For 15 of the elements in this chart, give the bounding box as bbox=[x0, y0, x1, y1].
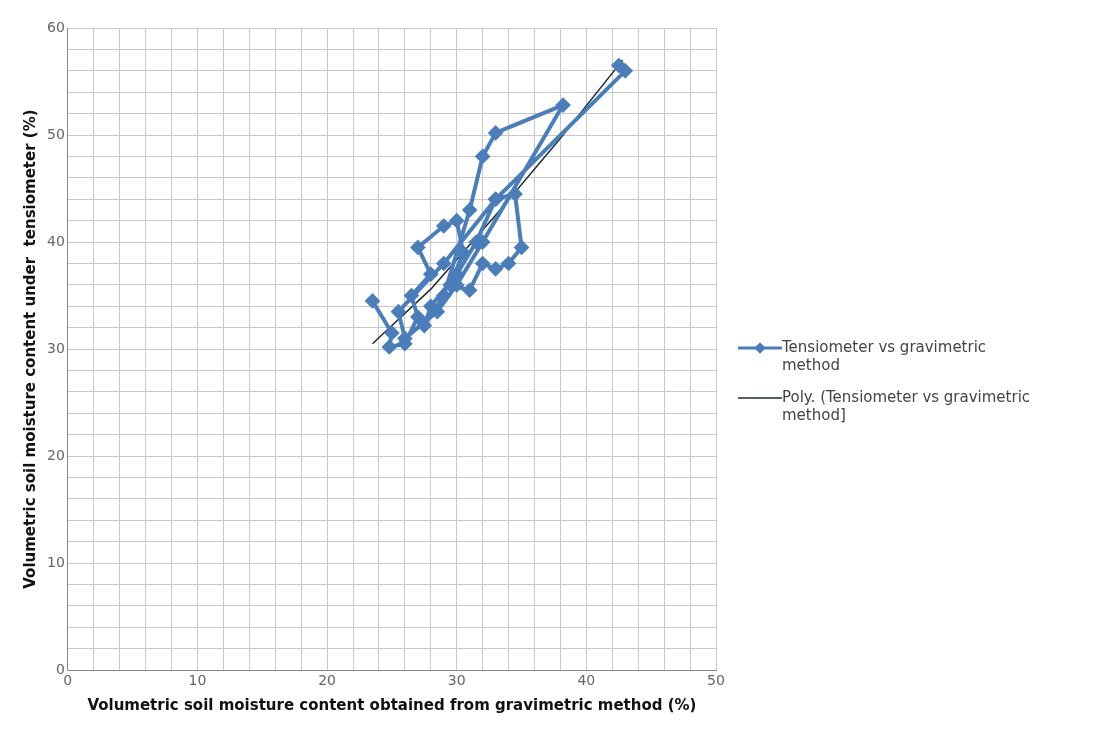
y-tick-label: 60 bbox=[46, 18, 65, 35]
x-tick-label: 50 bbox=[707, 672, 725, 689]
x-tick-label: 30 bbox=[447, 672, 466, 689]
legend-label: Tensiometer vs gravimetric method bbox=[782, 338, 988, 374]
x-axis-title: Volumetric soil moisture content obtained from gravimetric method (%) bbox=[87, 695, 697, 714]
y-tick-label: 10 bbox=[46, 553, 65, 570]
x-tick-label: 20 bbox=[318, 672, 336, 689]
y-tick-label: 50 bbox=[46, 125, 65, 142]
legend-label: Poly. (Tensiometer vs gravimetric method] bbox=[782, 388, 1032, 424]
x-tick-label: 10 bbox=[188, 672, 207, 689]
y-tick-label: 20 bbox=[46, 446, 65, 463]
y-tick-label: 30 bbox=[46, 339, 65, 356]
y-axis-title: Volumetric soil moisture content under tensiometer (%) bbox=[20, 109, 39, 589]
y-tick-label: 40 bbox=[46, 232, 65, 249]
x-tick-label: 40 bbox=[577, 672, 596, 689]
